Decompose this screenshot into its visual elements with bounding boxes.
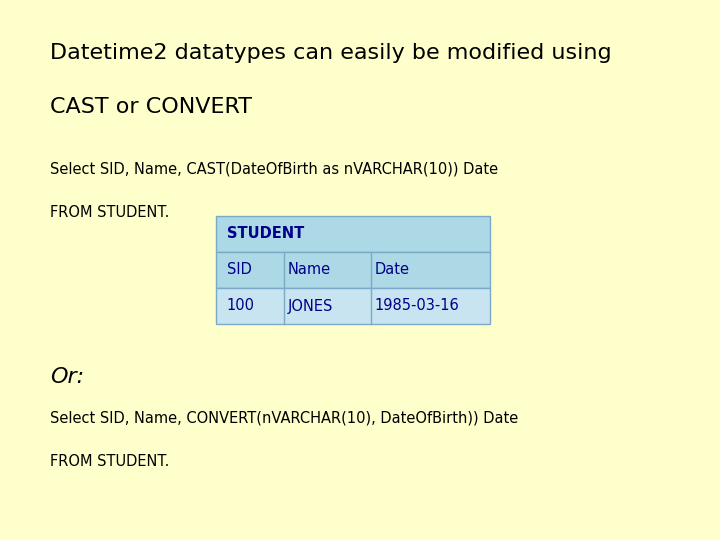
FancyBboxPatch shape xyxy=(216,252,490,288)
Text: Select SID, Name, CONVERT(nVARCHAR(10), DateOfBirth)) Date: Select SID, Name, CONVERT(nVARCHAR(10), … xyxy=(50,410,518,426)
Text: Datetime2 datatypes can easily be modified using: Datetime2 datatypes can easily be modifi… xyxy=(50,43,612,63)
Text: 100: 100 xyxy=(227,299,255,314)
Text: Select SID, Name, CAST(DateOfBirth as nVARCHAR(10)) Date: Select SID, Name, CAST(DateOfBirth as nV… xyxy=(50,162,498,177)
Text: FROM STUDENT.: FROM STUDENT. xyxy=(50,205,170,220)
Text: 1985-03-16: 1985-03-16 xyxy=(374,299,459,314)
Text: JONES: JONES xyxy=(288,299,333,314)
FancyBboxPatch shape xyxy=(216,288,490,324)
FancyBboxPatch shape xyxy=(216,216,490,252)
Text: Date: Date xyxy=(374,262,410,278)
Text: FROM STUDENT.: FROM STUDENT. xyxy=(50,454,170,469)
Text: SID: SID xyxy=(227,262,252,278)
Text: STUDENT: STUDENT xyxy=(227,226,304,241)
Text: Or:: Or: xyxy=(50,367,84,387)
Text: Name: Name xyxy=(288,262,331,278)
Text: CAST or CONVERT: CAST or CONVERT xyxy=(50,97,253,117)
